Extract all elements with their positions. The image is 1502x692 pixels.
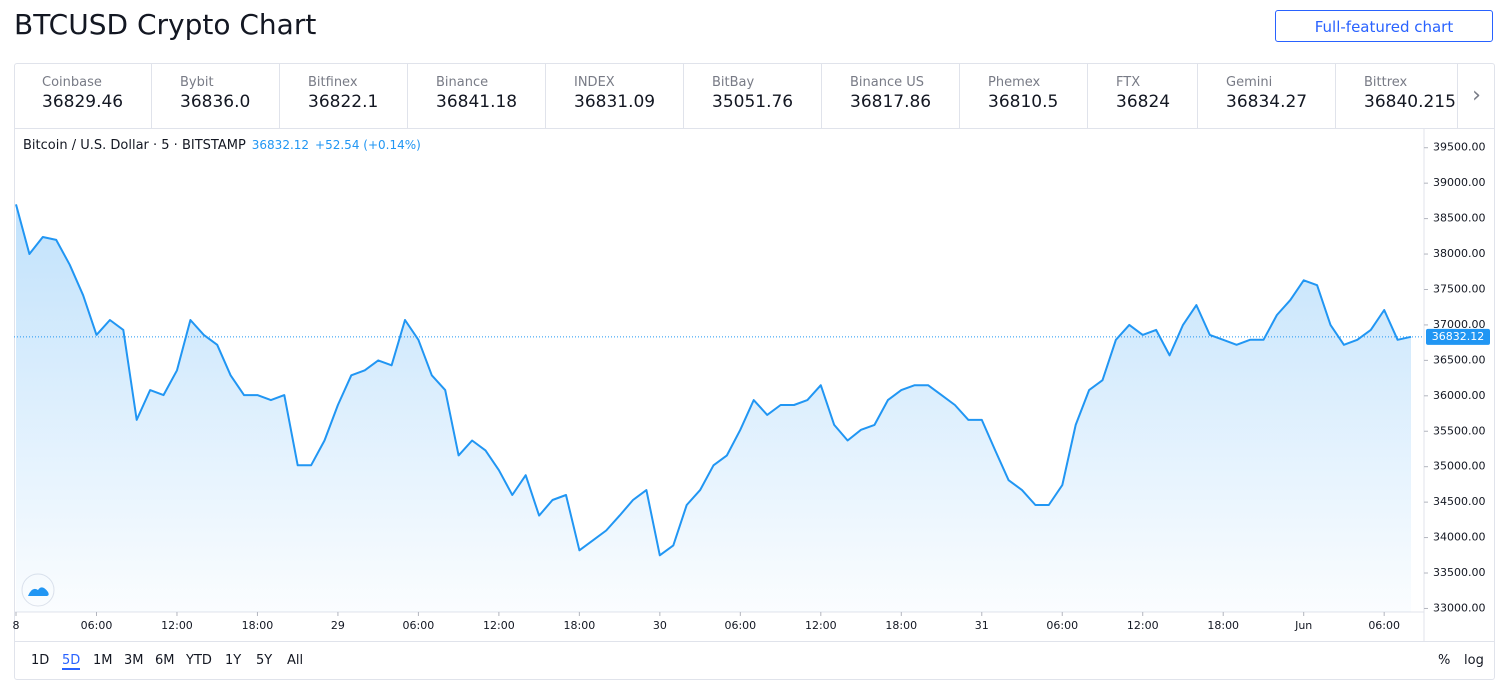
- exchange-name: BitBay: [712, 75, 755, 90]
- x-tick-label: 31: [975, 619, 989, 632]
- widget: [14, 63, 1495, 680]
- exchange-price: 36841.18: [436, 92, 518, 112]
- x-tick-label: 18:00: [564, 619, 596, 632]
- y-tick-label: 33500.00: [1433, 566, 1486, 579]
- exchange-price: 36829.46: [42, 92, 124, 112]
- page-title: BTCUSD Crypto Chart: [14, 8, 317, 41]
- x-tick-label: 06:00: [1046, 619, 1078, 632]
- y-tick-label: 36500.00: [1433, 353, 1486, 366]
- range-button[interactable]: 1Y: [225, 653, 242, 668]
- range-button[interactable]: 5D: [62, 653, 81, 670]
- x-tick-label: 29: [331, 619, 345, 632]
- x-tick-label: 30: [653, 619, 667, 632]
- y-tick-label: 35500.00: [1433, 424, 1486, 437]
- y-tick-label: 34500.00: [1433, 495, 1486, 508]
- x-tick-label: 06:00: [81, 619, 113, 632]
- x-tick-label: 06:00: [724, 619, 756, 632]
- y-tick-label: 35000.00: [1433, 460, 1486, 473]
- x-tick-label: 06:00: [1368, 619, 1400, 632]
- x-tick-label: 12:00: [161, 619, 193, 632]
- exchange-name: Gemini: [1226, 75, 1273, 90]
- exchange-cell[interactable]: Binance 36841.18: [408, 63, 546, 128]
- range-button[interactable]: YTD: [186, 653, 212, 668]
- x-tick-label: Jun: [1294, 619, 1312, 632]
- next-arrow[interactable]: ›: [1472, 83, 1481, 108]
- exchange-name: Bitfinex: [308, 75, 358, 90]
- exchange-name: Coinbase: [42, 75, 102, 90]
- exchange-price: 36831.09: [574, 92, 656, 112]
- exchange-cell[interactable]: Bitfinex 36822.1: [280, 63, 408, 128]
- exchange-cell[interactable]: Gemini 36834.27: [1198, 63, 1336, 128]
- exchange-cell[interactable]: BitBay 35051.76: [684, 63, 822, 128]
- exchange-price: 36822.1: [308, 92, 379, 112]
- change: +52.54 (+0.14%): [315, 138, 421, 152]
- x-tick-label: 12:00: [483, 619, 515, 632]
- exchange-cell[interactable]: Bybit 36836.0: [152, 63, 280, 128]
- range-button[interactable]: 6M: [155, 653, 175, 668]
- exchange-cell[interactable]: Phemex 36810.5: [960, 63, 1088, 128]
- price-line: [15, 204, 1412, 557]
- exchange-name: Binance: [436, 75, 489, 90]
- exchange-row: Coinbase 36829.46 Bybit 36836.0 Bitfinex 3682…: [14, 63, 1495, 129]
- exchange-price: 35051.76: [712, 92, 794, 112]
- y-tick-label: 37000.00: [1433, 318, 1486, 331]
- y-tick-label: 34000.00: [1433, 531, 1486, 544]
- y-tick-label: 36000.00: [1433, 389, 1486, 402]
- x-tick-label: 12:00: [805, 619, 837, 632]
- y-tick-label: 38000.00: [1433, 247, 1486, 260]
- full-chart-button[interactable]: Full-featured chart: [1275, 10, 1493, 42]
- area-fill: [16, 204, 1411, 612]
- range-button[interactable]: 5Y: [256, 653, 273, 668]
- bottom-bar: 1D 5D 1M 3M 6M YTD 1Y 5Y All% log: [14, 641, 1495, 679]
- x-tick-label: 8: [13, 619, 20, 632]
- exchange-price: 36810.5: [988, 92, 1059, 112]
- last-price: 36832.12: [251, 138, 310, 152]
- range-button[interactable]: 1M: [93, 653, 113, 668]
- exchange-name: Binance US: [850, 75, 925, 90]
- legend: Bitcoin / U.S. Dollar · 5 · BITSTAMP 3683…: [23, 138, 421, 153]
- y-tick-label: 33000.00: [1433, 601, 1486, 614]
- last-price-label: 36832.12: [1432, 330, 1485, 343]
- last-price-box: [1426, 328, 1490, 345]
- x-tick-label: 18:00: [242, 619, 274, 632]
- exchange-cell[interactable]: Bittrex 36840.215: [1336, 63, 1458, 128]
- symbol: Bitcoin / U.S. Dollar · 5 · BITSTAMP: [23, 138, 246, 153]
- button-label: Full-featured chart: [1314, 18, 1454, 36]
- scale-button[interactable]: log: [1464, 653, 1484, 668]
- y-tick-label: 37500.00: [1433, 282, 1486, 295]
- exchange-price: 36817.86: [850, 92, 932, 112]
- exchange-name: Bittrex: [1364, 75, 1408, 90]
- x-tick-label: 18:00: [885, 619, 917, 632]
- x-tick-label: 06:00: [403, 619, 435, 632]
- exchange-name: FTX: [1116, 75, 1141, 90]
- exchange-name: Bybit: [180, 75, 214, 90]
- y-tick-label: 39000.00: [1433, 176, 1486, 189]
- range-button[interactable]: 1D: [31, 653, 50, 668]
- exchange-cell[interactable]: Coinbase 36829.46: [14, 63, 152, 128]
- y-tick-label: 39500.00: [1433, 141, 1486, 154]
- y-tick-label: 38500.00: [1433, 212, 1486, 225]
- exchange-name: Phemex: [988, 75, 1041, 90]
- exchange-cell[interactable]: FTX 36824: [1088, 63, 1198, 128]
- scale-button[interactable]: %: [1438, 653, 1451, 668]
- range-button[interactable]: All: [287, 653, 304, 668]
- exchange-price: 36836.0: [180, 92, 251, 112]
- exchange-price: 36834.27: [1226, 92, 1308, 112]
- exchange-price: 36840.215: [1364, 92, 1456, 112]
- exchange-name: INDEX: [574, 75, 615, 90]
- exchange-price: 36824: [1116, 92, 1171, 112]
- range-button[interactable]: 3M: [124, 653, 144, 668]
- x-tick-label: 12:00: [1127, 619, 1159, 632]
- exchange-cell[interactable]: INDEX 36831.09: [546, 63, 684, 128]
- x-tick-label: 18:00: [1207, 619, 1239, 632]
- exchange-cell[interactable]: Binance US 36817.86: [822, 63, 960, 128]
